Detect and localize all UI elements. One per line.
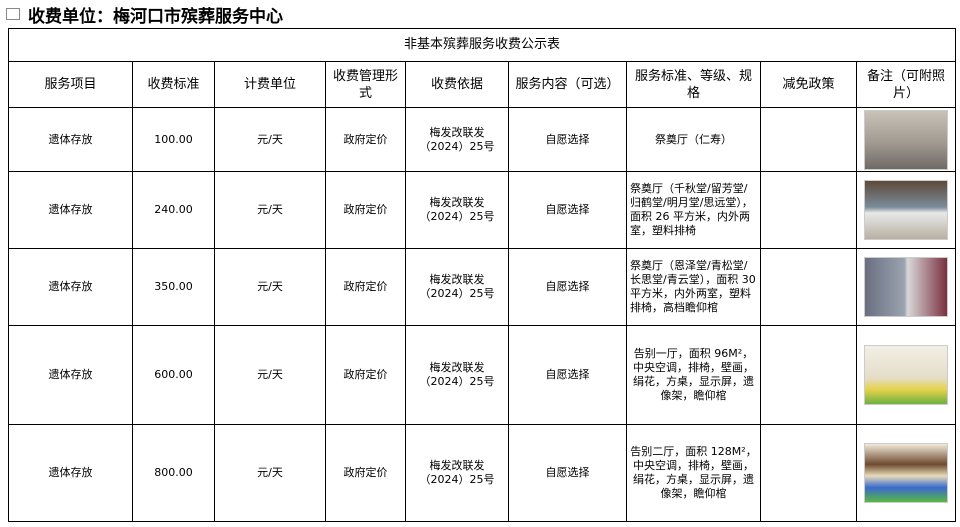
header-price: 收费标准 (132, 61, 215, 108)
table-row: 遗体存放 350.00 元/天 政府定价 梅发改联发（2024）25号 自愿选择 祭奠厅（恩… (8, 248, 956, 326)
table-title: 非基本殡葬服务收费公示表 (8, 28, 956, 62)
cell-basis: 梅发改联发（2024）25号 (405, 248, 509, 326)
hall-photo (864, 443, 948, 503)
cell-basis: 梅发改联发（2024）25号 (405, 424, 509, 522)
cell-service-standard: 祭奠厅（千秋堂/留芳堂/归鹤堂/明月堂/思远堂），面积 26 平方米，内外两室，… (626, 171, 761, 249)
header-management-form: 收费管理形式 (325, 61, 406, 108)
checkbox-icon (6, 8, 20, 20)
cell-management-form: 政府定价 (325, 325, 406, 425)
cell-service-item: 遗体存放 (8, 325, 133, 425)
cell-price: 800.00 (132, 424, 215, 522)
table-row: 遗体存放 100.00 元/天 政府定价 梅发改联发（2024）25号 自愿选择 祭奠厅（仁… (8, 107, 956, 172)
hall-photo (864, 180, 948, 240)
table-row: 遗体存放 600.00 元/天 政府定价 梅发改联发（2024）25号 自愿选择 告别一厅，… (8, 325, 956, 425)
cell-price: 240.00 (132, 171, 215, 249)
cell-service-item: 遗体存放 (8, 248, 133, 326)
cell-management-form: 政府定价 (325, 424, 406, 522)
hall-photo (864, 345, 948, 405)
cell-basis: 梅发改联发（2024）25号 (405, 325, 509, 425)
cell-relief-policy (760, 107, 857, 172)
fee-table: 非基本殡葬服务收费公示表 服务项目 收费标准 计费单位 收费管理形式 收费依据 服务内容（… (8, 28, 956, 522)
table-row: 遗体存放 240.00 元/天 政府定价 梅发改联发（2024）25号 自愿选择 祭奠厅（千… (8, 171, 956, 249)
cell-relief-policy (760, 424, 857, 522)
cell-relief-policy (760, 325, 857, 425)
cell-basis: 梅发改联发（2024）25号 (405, 171, 509, 249)
cell-service-content: 自愿选择 (508, 325, 627, 425)
cell-relief-policy (760, 171, 857, 249)
cell-billing-unit: 元/天 (214, 248, 326, 326)
cell-service-content: 自愿选择 (508, 248, 627, 326)
cell-service-content: 自愿选择 (508, 424, 627, 522)
header-remarks: 备注（可附照片） (856, 61, 956, 108)
table-row: 遗体存放 800.00 元/天 政府定价 梅发改联发（2024）25号 自愿选择 告别二厅，… (8, 424, 956, 522)
cell-price: 100.00 (132, 107, 215, 172)
cell-billing-unit: 元/天 (214, 424, 326, 522)
cell-service-item: 遗体存放 (8, 171, 133, 249)
cell-remarks (856, 248, 956, 326)
cell-remarks (856, 171, 956, 249)
cell-service-standard: 祭奠厅（仁寿） (626, 107, 761, 172)
header-service-standard: 服务标准、等级、规格 (626, 61, 761, 108)
cell-management-form: 政府定价 (325, 107, 406, 172)
header-service-content: 服务内容（可选） (508, 61, 627, 108)
cell-billing-unit: 元/天 (214, 107, 326, 172)
cell-billing-unit: 元/天 (214, 171, 326, 249)
charging-unit: 收费单位：梅河口市殡葬服务中心 (28, 7, 283, 27)
cell-service-content: 自愿选择 (508, 107, 627, 172)
cell-relief-policy (760, 248, 857, 326)
header-relief-policy: 减免政策 (760, 61, 857, 108)
cell-remarks (856, 424, 956, 522)
hall-photo (864, 257, 948, 317)
cell-service-content: 自愿选择 (508, 171, 627, 249)
cell-management-form: 政府定价 (325, 248, 406, 326)
cell-management-form: 政府定价 (325, 171, 406, 249)
header-service-item: 服务项目 (8, 61, 133, 108)
cell-service-standard: 祭奠厅（恩泽堂/青松堂/长思堂/青云堂），面积 30 平方米，内外两室，塑料排椅… (626, 248, 761, 326)
header-billing-unit: 计费单位 (214, 61, 326, 108)
cell-remarks (856, 325, 956, 425)
cell-price: 600.00 (132, 325, 215, 425)
cell-price: 350.00 (132, 248, 215, 326)
cell-service-item: 遗体存放 (8, 107, 133, 172)
cell-billing-unit: 元/天 (214, 325, 326, 425)
cell-service-standard: 告别一厅，面积 96M²，中央空调，排椅，壁画，绢花，方桌，显示屏，遗像架，瞻仰… (626, 325, 761, 425)
cell-service-item: 遗体存放 (8, 424, 133, 522)
cell-basis: 梅发改联发（2024）25号 (405, 107, 509, 172)
cell-remarks (856, 107, 956, 172)
hall-photo (864, 109, 948, 170)
header-basis: 收费依据 (405, 61, 509, 108)
cell-service-standard: 告别二厅，面积 128M²，中央空调，排椅，壁画，绢花，方桌，显示屏，遗像架，瞻… (626, 424, 761, 522)
